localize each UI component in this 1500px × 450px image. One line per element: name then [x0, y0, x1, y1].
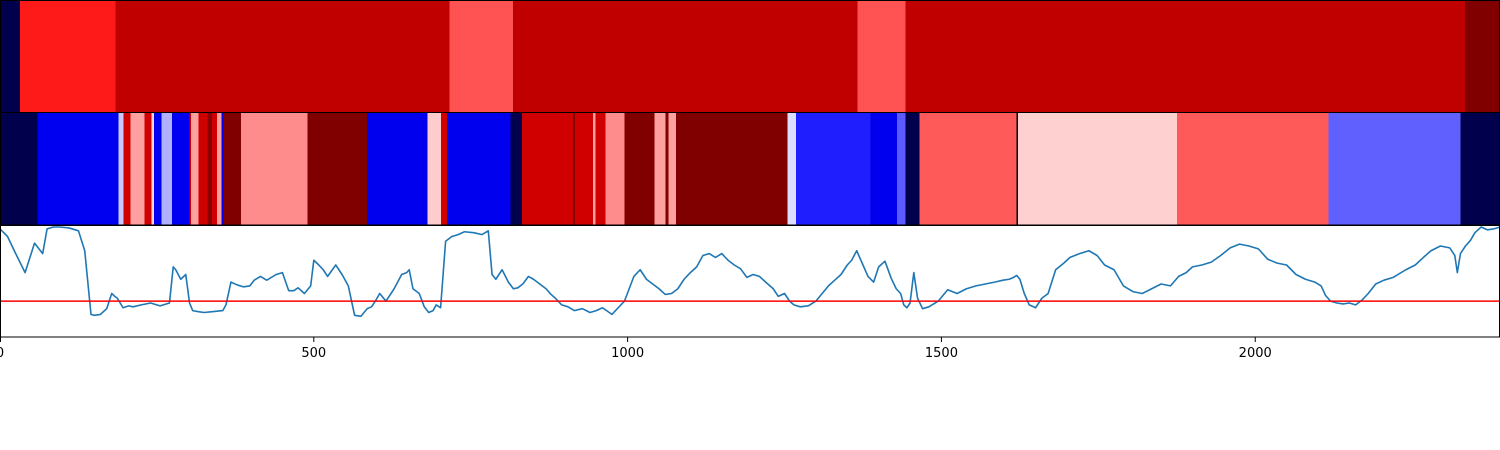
line-plot-panel — [0, 224, 1500, 338]
strip-1-segment-17 — [223, 113, 242, 225]
strip-1-segment-40 — [905, 113, 920, 225]
strip-1-segment-20 — [367, 113, 428, 225]
strip-1-segment-38 — [870, 113, 897, 225]
strip-0-segment-7 — [1464, 1, 1500, 112]
strip-1-segment-7 — [153, 113, 162, 225]
top-heatmap-strip — [0, 0, 1500, 113]
strip-1-segment-0 — [0, 113, 38, 225]
strip-1-segment-16 — [221, 113, 224, 225]
strip-1-segment-31 — [624, 113, 655, 225]
strip-1-segment-32 — [654, 113, 666, 225]
strip-1-segment-27 — [574, 113, 594, 225]
strip-1-segment-24 — [510, 113, 523, 225]
strip-1-segment-46 — [1460, 113, 1500, 225]
strip-1-segment-30 — [605, 113, 625, 225]
middle-heatmap-strip — [0, 112, 1500, 226]
strip-1-segment-11 — [190, 113, 199, 225]
strip-1-segment-12 — [198, 113, 208, 225]
strip-1-segment-34 — [668, 113, 676, 225]
strip-1-segment-14 — [212, 113, 218, 225]
strip-1-segment-3 — [123, 113, 131, 225]
strip-1-segment-44 — [1176, 113, 1329, 225]
strip-0-segment-4 — [512, 1, 858, 112]
strip-0-segment-2 — [115, 1, 450, 112]
strip-1-segment-4 — [130, 113, 145, 225]
x-tick-label-1500: 1500 — [925, 346, 958, 361]
strip-0-segment-1 — [20, 1, 116, 112]
strip-1-segment-8 — [161, 113, 172, 225]
x-tick-label-0: 0 — [0, 346, 4, 361]
strip-1-segment-45 — [1328, 113, 1461, 225]
x-axis: 0 500 1000 1500 2000 — [0, 337, 1272, 361]
strip-1-segment-43 — [1017, 113, 1177, 225]
strip-1-segment-15 — [217, 113, 222, 225]
strip-1-segment-10 — [189, 113, 191, 225]
x-tick-label-2000: 2000 — [1239, 346, 1272, 361]
strip-1-segment-39 — [896, 113, 906, 225]
strip-1-segment-19 — [307, 113, 368, 225]
strip-1-segment-23 — [446, 113, 511, 225]
strip-1-segment-29 — [595, 113, 606, 225]
strip-0-segment-5 — [857, 1, 906, 112]
series-line — [0, 226, 1500, 318]
strip-1-segment-6 — [151, 113, 154, 225]
strip-0-segment-3 — [449, 1, 513, 112]
strip-1-segment-25 — [522, 113, 574, 225]
strip-0-segment-6 — [905, 1, 1465, 112]
strip-1-segment-1 — [37, 113, 119, 225]
strip-1-segment-9 — [171, 113, 190, 225]
strip-1-segment-13 — [207, 113, 213, 225]
strip-0-segment-0 — [0, 1, 21, 112]
strip-1-segment-21 — [427, 113, 442, 225]
strip-1-segment-36 — [787, 113, 796, 225]
x-tick-label-500: 500 — [301, 346, 326, 361]
x-tick-label-1000: 1000 — [611, 346, 644, 361]
strip-1-segment-35 — [675, 113, 788, 225]
strip-1-segment-28 — [593, 113, 596, 225]
strip-1-segment-18 — [241, 113, 308, 225]
strip-1-segment-37 — [795, 113, 871, 225]
strip-1-segment-22 — [441, 113, 447, 225]
strip-1-segment-2 — [118, 113, 124, 225]
strip-1-segment-26 — [573, 113, 575, 225]
strip-1-segment-33 — [665, 113, 669, 225]
strip-1-segment-5 — [144, 113, 152, 225]
strip-1-segment-41 — [919, 113, 1017, 225]
strip-1-segment-42 — [1016, 113, 1018, 225]
